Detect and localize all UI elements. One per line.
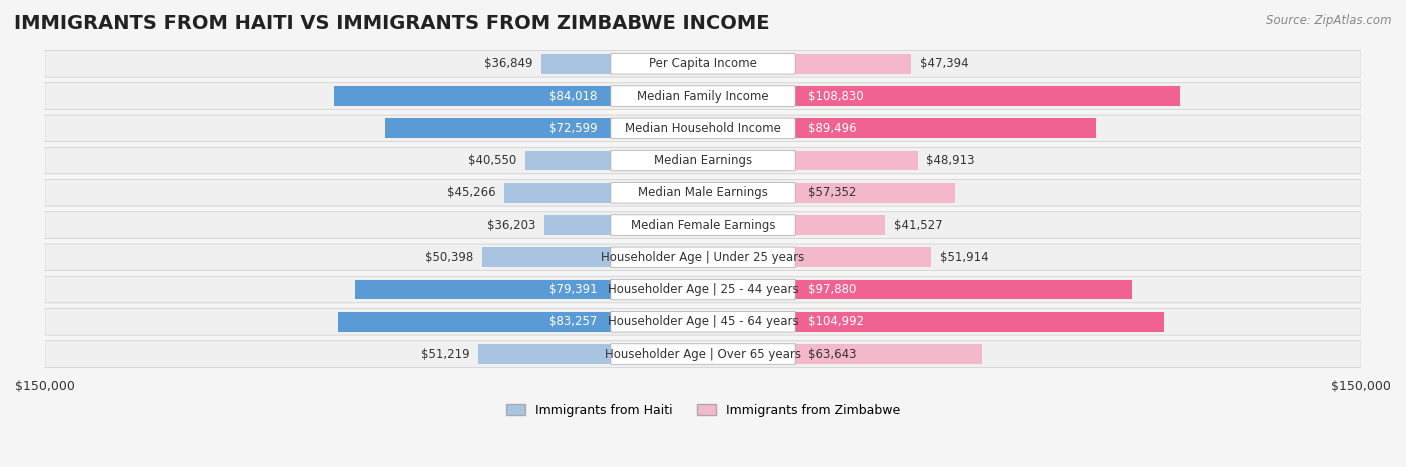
Text: $51,219: $51,219 [420,347,470,361]
FancyBboxPatch shape [610,118,796,139]
Bar [703,344,983,364]
Bar [703,54,911,74]
Bar [703,151,918,170]
FancyBboxPatch shape [45,244,1361,270]
FancyBboxPatch shape [45,309,1361,335]
FancyBboxPatch shape [610,54,796,74]
Text: $47,394: $47,394 [920,57,969,71]
Text: $97,880: $97,880 [808,283,856,296]
Text: $41,527: $41,527 [894,219,942,232]
Bar [354,280,703,299]
Text: $45,266: $45,266 [447,186,496,199]
Text: $84,018: $84,018 [550,90,598,103]
Text: Householder Age | 45 - 64 years: Householder Age | 45 - 64 years [607,315,799,328]
Text: $79,391: $79,391 [550,283,598,296]
FancyBboxPatch shape [45,341,1361,368]
Bar [703,215,886,235]
Bar [482,248,703,267]
Bar [524,151,703,170]
Text: $57,352: $57,352 [808,186,856,199]
FancyBboxPatch shape [610,86,796,106]
Text: $50,398: $50,398 [425,251,474,264]
FancyBboxPatch shape [610,279,796,300]
Text: $51,914: $51,914 [939,251,988,264]
FancyBboxPatch shape [45,276,1361,303]
Text: $72,599: $72,599 [550,122,598,135]
Text: $83,257: $83,257 [550,315,598,328]
FancyBboxPatch shape [45,83,1361,109]
Text: Source: ZipAtlas.com: Source: ZipAtlas.com [1267,14,1392,27]
Text: $36,849: $36,849 [484,57,533,71]
FancyBboxPatch shape [45,147,1361,174]
Bar [703,312,1164,332]
Text: Median Female Earnings: Median Female Earnings [631,219,775,232]
Bar [505,183,703,203]
Text: IMMIGRANTS FROM HAITI VS IMMIGRANTS FROM ZIMBABWE INCOME: IMMIGRANTS FROM HAITI VS IMMIGRANTS FROM… [14,14,769,33]
FancyBboxPatch shape [610,183,796,203]
FancyBboxPatch shape [45,115,1361,142]
Bar [703,248,931,267]
Text: $36,203: $36,203 [486,219,536,232]
Text: $108,830: $108,830 [808,90,863,103]
Text: Householder Age | Over 65 years: Householder Age | Over 65 years [605,347,801,361]
Legend: Immigrants from Haiti, Immigrants from Zimbabwe: Immigrants from Haiti, Immigrants from Z… [501,399,905,422]
FancyBboxPatch shape [610,344,796,364]
Text: Median Male Earnings: Median Male Earnings [638,186,768,199]
FancyBboxPatch shape [610,311,796,332]
Text: Householder Age | 25 - 44 years: Householder Age | 25 - 44 years [607,283,799,296]
FancyBboxPatch shape [610,150,796,171]
Bar [703,86,1181,106]
Bar [541,54,703,74]
FancyBboxPatch shape [45,179,1361,206]
Bar [335,86,703,106]
Bar [703,280,1132,299]
FancyBboxPatch shape [45,50,1361,77]
Text: $40,550: $40,550 [468,154,516,167]
Bar [703,183,955,203]
FancyBboxPatch shape [610,247,796,268]
Bar [544,215,703,235]
Text: Median Household Income: Median Household Income [626,122,780,135]
Text: Median Family Income: Median Family Income [637,90,769,103]
Bar [478,344,703,364]
Text: $104,992: $104,992 [808,315,865,328]
FancyBboxPatch shape [610,215,796,235]
Bar [703,119,1095,138]
Text: $63,643: $63,643 [808,347,856,361]
Bar [337,312,703,332]
Text: Householder Age | Under 25 years: Householder Age | Under 25 years [602,251,804,264]
Text: $48,913: $48,913 [927,154,974,167]
FancyBboxPatch shape [45,212,1361,238]
Bar [384,119,703,138]
Text: Per Capita Income: Per Capita Income [650,57,756,71]
Text: Median Earnings: Median Earnings [654,154,752,167]
Text: $89,496: $89,496 [808,122,856,135]
